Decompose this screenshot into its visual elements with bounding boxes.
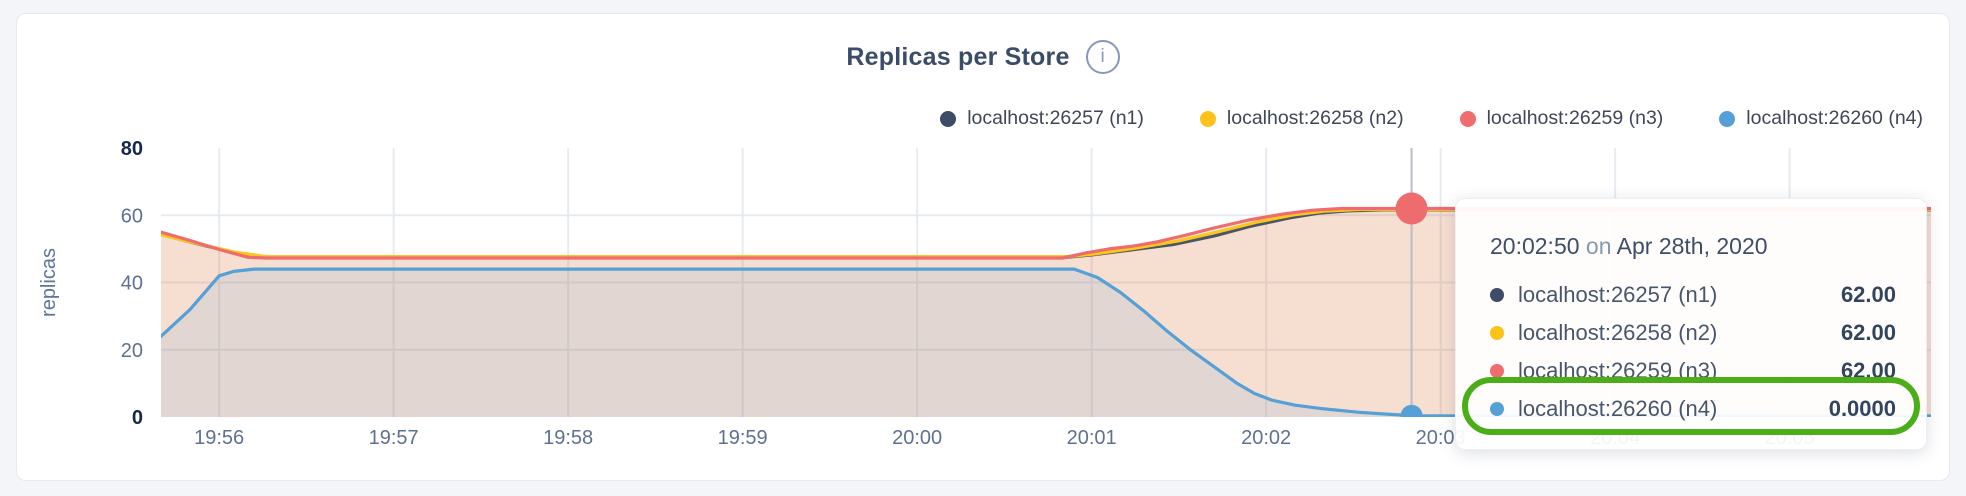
y-tick: 40 [121, 273, 143, 295]
tooltip-rows: localhost:26257 (n1) 62.00 localhost:26258… [1490, 276, 1896, 428]
x-tick: 20:01 [1067, 427, 1117, 449]
legend-dot-icon [1199, 110, 1216, 127]
tooltip-row-n2: localhost:26258 (n2) 62.00 [1490, 314, 1896, 352]
hover-dot-n4 [1400, 404, 1423, 417]
chart-title: Replicas per Store [846, 42, 1070, 71]
tooltip-dot-icon [1490, 364, 1504, 378]
x-tick: 20:00 [892, 427, 942, 449]
y-tick: 0 [132, 407, 143, 429]
legend-item-n3: localhost:26259 (n3) [1459, 107, 1664, 130]
tooltip-time: 20:02:50 [1490, 233, 1580, 259]
series-lines [161, 206, 1931, 417]
tooltip-series-name: localhost:26258 (n2) [1518, 320, 1718, 345]
legend-label: localhost:26260 (n4) [1746, 107, 1923, 129]
legend-dot-icon [1719, 110, 1736, 127]
tooltip-series-name: localhost:26259 (n3) [1518, 358, 1718, 383]
legend-item-n2: localhost:26258 (n2) [1199, 107, 1404, 130]
tooltip-row-n1: localhost:26257 (n1) 62.00 [1490, 276, 1896, 314]
tooltip-conjunction: on [1585, 233, 1612, 259]
x-tick: 20:02 [1241, 427, 1291, 449]
tooltip-dot-icon [1490, 402, 1504, 416]
tooltip-timestamp: 20:02:50 on Apr 28th, 2020 [1490, 233, 1896, 260]
line-n2 [161, 207, 1931, 259]
legend-item-n4: localhost:26260 (n4) [1719, 107, 1923, 130]
tooltip-row-n4: localhost:26260 (n4) 0.0000 [1490, 390, 1896, 428]
hover-tooltip: 20:02:50 on Apr 28th, 2020 localhost:262… [1455, 198, 1927, 450]
y-tick: 20 [121, 340, 143, 362]
legend-label: localhost:26258 (n2) [1226, 107, 1404, 129]
legend-dot-icon [1459, 110, 1476, 127]
tooltip-dot-icon [1490, 326, 1504, 340]
hover-group [1395, 148, 1428, 417]
x-tick: 19:59 [718, 427, 768, 449]
hover-dot-n3 [1395, 192, 1428, 225]
y-axis-label: replicas [38, 248, 60, 317]
x-tick: 19:57 [369, 427, 419, 449]
tooltip-dot-icon [1490, 288, 1504, 302]
tooltip-date: Apr 28th, 2020 [1616, 233, 1768, 259]
tooltip-series-value: 62.00 [1840, 282, 1896, 307]
legend-label: localhost:26259 (n3) [1486, 107, 1664, 129]
info-icon[interactable]: i [1085, 40, 1120, 74]
chart-card: Replicas per Store i localhost:26257 (n1… [16, 13, 1950, 481]
x-tick: 19:58 [543, 427, 593, 449]
chart-legend: localhost:26257 (n1) localhost:26258 (n2)… [940, 107, 1923, 130]
legend-item-n1: localhost:26257 (n1) [940, 107, 1144, 130]
line-n3 [161, 206, 1931, 260]
x-tick: 20:03 [1416, 427, 1466, 449]
legend-dot-icon [940, 110, 957, 127]
tooltip-series-name: localhost:26257 (n1) [1518, 282, 1718, 307]
tooltip-series-name: localhost:26260 (n4) [1518, 396, 1718, 421]
tooltip-series-value: 62.00 [1840, 320, 1896, 345]
tooltip-row-n3: localhost:26259 (n3) 62.00 [1490, 352, 1896, 390]
y-tick: 60 [121, 205, 143, 227]
chart-header: Replicas per Store i [17, 40, 1949, 74]
x-tick: 19:56 [194, 427, 244, 449]
line-n4 [161, 267, 1931, 417]
tooltip-series-value: 0.0000 [1828, 396, 1896, 421]
tooltip-series-value: 62.00 [1840, 358, 1896, 383]
y-tick: 80 [121, 138, 143, 160]
legend-label: localhost:26257 (n1) [967, 107, 1144, 129]
area-n4 [161, 269, 1931, 417]
